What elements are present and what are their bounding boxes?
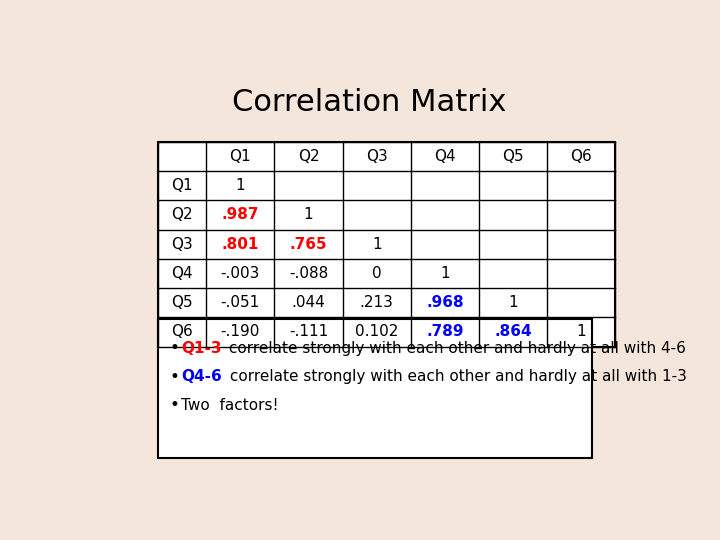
Text: Q6: Q6 — [171, 325, 193, 340]
Text: .864: .864 — [495, 325, 532, 340]
Text: -.051: -.051 — [221, 295, 260, 310]
Text: correlate strongly with each other and hardly at all with 4-6: correlate strongly with each other and h… — [224, 341, 686, 356]
Text: -.088: -.088 — [289, 266, 328, 281]
Text: Q1-3: Q1-3 — [181, 341, 222, 356]
Text: 1: 1 — [577, 325, 586, 340]
Text: .987: .987 — [222, 207, 259, 222]
Text: -.190: -.190 — [220, 325, 260, 340]
Text: •: • — [169, 368, 179, 386]
Text: 1: 1 — [372, 237, 382, 252]
Bar — [158, 319, 593, 457]
Text: •: • — [169, 339, 179, 357]
Text: .789: .789 — [426, 325, 464, 340]
Text: 1: 1 — [508, 295, 518, 310]
Text: Q6: Q6 — [570, 149, 593, 164]
Text: 1: 1 — [235, 178, 246, 193]
Text: Q2: Q2 — [298, 149, 320, 164]
Text: .765: .765 — [289, 237, 328, 252]
Text: -.003: -.003 — [220, 266, 260, 281]
Text: Q3: Q3 — [366, 149, 387, 164]
Text: Q1: Q1 — [171, 178, 193, 193]
Text: Q5: Q5 — [171, 295, 193, 310]
Text: -.111: -.111 — [289, 325, 328, 340]
Text: .213: .213 — [360, 295, 394, 310]
Text: Two  factors!: Two factors! — [181, 397, 279, 413]
Text: .044: .044 — [292, 295, 325, 310]
Text: •: • — [169, 396, 179, 414]
Text: Q1: Q1 — [230, 149, 251, 164]
Text: .801: .801 — [222, 237, 259, 252]
Text: 1: 1 — [304, 207, 313, 222]
Text: Q2: Q2 — [171, 207, 193, 222]
Text: Q4: Q4 — [171, 266, 193, 281]
Text: Q4-6: Q4-6 — [181, 369, 222, 384]
Text: 0: 0 — [372, 266, 382, 281]
Text: 0.102: 0.102 — [355, 325, 398, 340]
Text: Q5: Q5 — [503, 149, 524, 164]
Text: 1: 1 — [440, 266, 450, 281]
Text: correlate strongly with each other and hardly at all with 1-3: correlate strongly with each other and h… — [225, 369, 686, 384]
Bar — [158, 142, 616, 347]
Text: Q4: Q4 — [434, 149, 456, 164]
Text: .968: .968 — [426, 295, 464, 310]
Text: Q3: Q3 — [171, 237, 193, 252]
Text: Correlation Matrix: Correlation Matrix — [232, 88, 506, 117]
